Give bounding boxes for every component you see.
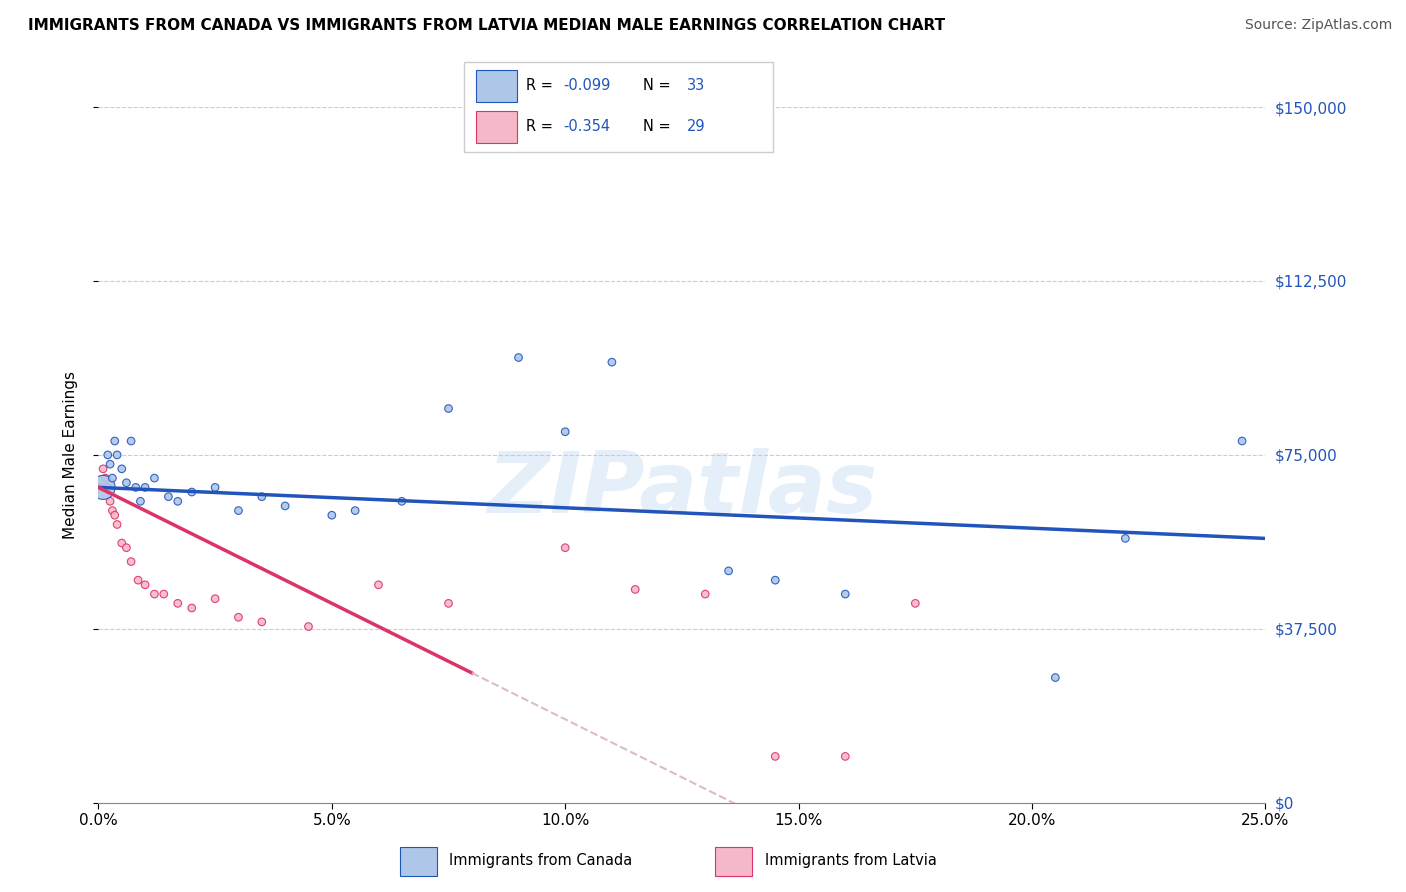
Point: [143, 471, 166, 485]
Point: [228, 610, 250, 624]
Point: [98, 494, 121, 508]
Text: IMMIGRANTS FROM CANADA VS IMMIGRANTS FROM LATVIA MEDIAN MALE EARNINGS CORRELATIO: IMMIGRANTS FROM CANADA VS IMMIGRANTS FRO…: [28, 18, 945, 33]
Point: [274, 499, 297, 513]
Point: [367, 578, 389, 592]
Point: [120, 555, 142, 569]
Point: [763, 749, 786, 764]
Text: ZIPatlas: ZIPatlas: [486, 448, 877, 532]
Y-axis label: Median Male Earnings: Median Male Earnings: [63, 371, 77, 539]
Point: [120, 434, 142, 448]
Point: [600, 355, 623, 369]
FancyBboxPatch shape: [464, 62, 773, 152]
Point: [129, 494, 152, 508]
Text: N =: N =: [644, 78, 671, 93]
Text: 29: 29: [686, 120, 706, 134]
Point: [104, 434, 127, 448]
Point: [554, 541, 576, 555]
Point: [104, 508, 127, 523]
FancyBboxPatch shape: [477, 111, 516, 143]
Point: [297, 619, 319, 633]
Point: [90, 480, 112, 494]
Text: N =: N =: [644, 120, 671, 134]
Point: [105, 448, 128, 462]
Point: [101, 503, 124, 517]
Point: [437, 596, 460, 610]
Point: [125, 480, 148, 494]
Point: [91, 480, 114, 494]
Point: [101, 471, 124, 485]
Point: [763, 573, 786, 587]
FancyBboxPatch shape: [716, 847, 752, 876]
Point: [344, 503, 367, 517]
Point: [180, 485, 202, 500]
Point: [127, 573, 149, 587]
FancyBboxPatch shape: [477, 70, 516, 102]
Point: [111, 536, 134, 550]
Text: -0.354: -0.354: [562, 120, 610, 134]
Text: R =: R =: [526, 120, 553, 134]
Text: R =: R =: [526, 78, 553, 93]
Text: Immigrants from Canada: Immigrants from Canada: [450, 854, 633, 868]
Point: [152, 587, 174, 601]
Point: [321, 508, 343, 523]
Point: [115, 541, 138, 555]
Point: [717, 564, 740, 578]
Point: [1045, 671, 1067, 685]
FancyBboxPatch shape: [399, 847, 437, 876]
Point: [554, 425, 576, 439]
Point: [157, 490, 180, 504]
Point: [105, 517, 128, 532]
Text: Source: ZipAtlas.com: Source: ZipAtlas.com: [1244, 18, 1392, 32]
Point: [834, 749, 856, 764]
Point: [391, 494, 413, 508]
Point: [624, 582, 647, 597]
Point: [204, 591, 226, 606]
Text: Immigrants from Latvia: Immigrants from Latvia: [765, 854, 936, 868]
Point: [94, 471, 117, 485]
Text: -0.099: -0.099: [562, 78, 610, 93]
Text: 33: 33: [686, 78, 704, 93]
Point: [1230, 434, 1253, 448]
Point: [166, 494, 188, 508]
Point: [250, 490, 273, 504]
Point: [111, 462, 134, 476]
Point: [180, 601, 202, 615]
Point: [134, 578, 156, 592]
Point: [834, 587, 856, 601]
Point: [143, 587, 166, 601]
Point: [97, 480, 120, 494]
Point: [437, 401, 460, 416]
Point: [166, 596, 188, 610]
Point: [250, 615, 273, 629]
Point: [115, 475, 138, 490]
Point: [695, 587, 717, 601]
Point: [508, 351, 530, 365]
Point: [91, 462, 114, 476]
Point: [904, 596, 927, 610]
Point: [1114, 532, 1136, 546]
Point: [228, 503, 250, 517]
Point: [98, 457, 121, 471]
Point: [97, 448, 120, 462]
Point: [134, 480, 156, 494]
Point: [204, 480, 226, 494]
